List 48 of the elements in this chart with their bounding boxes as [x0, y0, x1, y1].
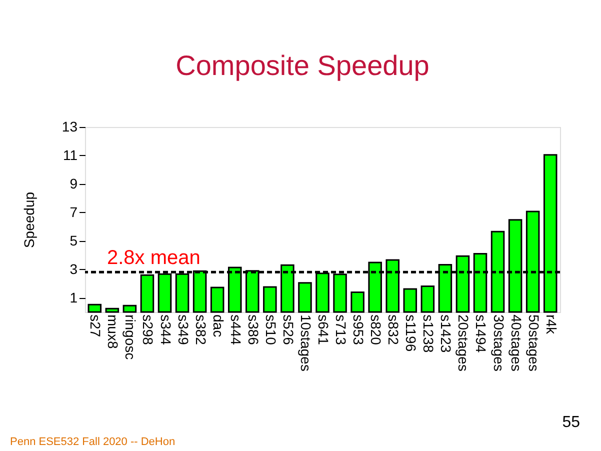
x-tick-label: s444 [228, 314, 244, 346]
y-tick-label: 9 [70, 175, 78, 192]
x-tick-label: ringosc [122, 314, 139, 360]
y-tick-label: 13 [62, 118, 78, 134]
bar [105, 308, 120, 313]
x-tick-label: 30stages [490, 314, 507, 372]
x-tick-label: s27 [88, 314, 104, 338]
x-tick-label: s349 [175, 314, 192, 346]
x-tick-label: dac [210, 314, 226, 338]
y-tick-label: 1 [70, 289, 78, 306]
x-tick-label: r4k [543, 314, 560, 335]
x-tick-label: 50stages [526, 314, 542, 372]
x-tick-label: s298 [140, 314, 156, 346]
x-tick-label: s386 [245, 314, 262, 346]
bar [298, 282, 312, 313]
bar [210, 286, 224, 313]
x-tick-label: 10stages [298, 314, 314, 372]
y-axis-title: Speedup [20, 192, 37, 248]
y-tick-label: 3 [70, 260, 78, 277]
ref-line-label: 2.8x mean [107, 247, 200, 270]
y-tick-label: 5 [70, 232, 78, 248]
x-tick-label: s953 [350, 314, 367, 346]
x-tick-label: s1238 [420, 314, 437, 353]
x-tick-label: s832 [386, 314, 402, 346]
bar [350, 291, 364, 313]
text: Penn ESE532 Fall 2020 -- DeHon [10, 436, 176, 448]
bar [263, 286, 277, 313]
x-tick-label: s510 [262, 314, 279, 346]
x-tick-label: mux8 [105, 314, 122, 349]
bar [122, 304, 137, 313]
bar [88, 304, 102, 313]
y-tick-label: 7 [70, 204, 78, 220]
x-tick-label: s382 [192, 314, 209, 346]
text: 55 [562, 414, 580, 431]
x-tick-label: s820 [368, 314, 384, 346]
chart-title: Composite Speedup [176, 50, 430, 81]
x-tick-label: s1423 [438, 314, 454, 353]
x-tick-label: s526 [280, 314, 296, 346]
y-tick-label: 11 [62, 146, 78, 163]
x-tick-label: s641 [316, 314, 332, 346]
bar [403, 288, 418, 313]
x-tick-label: s1196 [403, 314, 420, 352]
x-tick-label: s713 [333, 314, 350, 346]
x-tick-label: 40stages [508, 314, 524, 372]
bar [420, 285, 435, 313]
x-tick-label: 20stages [456, 314, 472, 372]
x-tick-label: s1494 [473, 314, 490, 353]
x-tick-label: s344 [158, 314, 174, 346]
